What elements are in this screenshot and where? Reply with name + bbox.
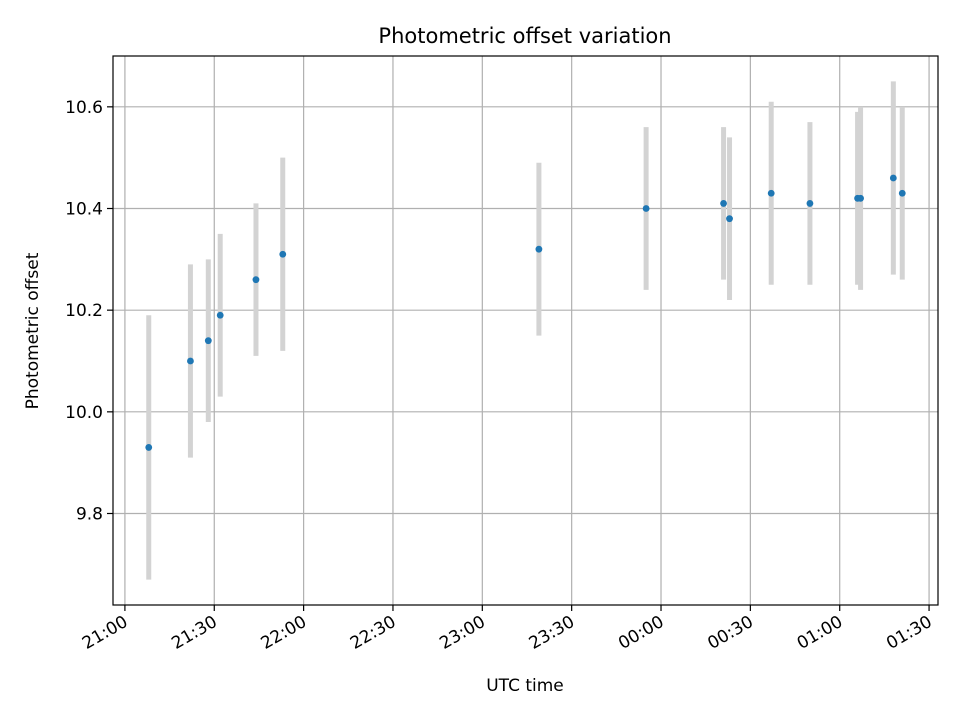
- data-point: [145, 444, 153, 451]
- data-point: [889, 174, 897, 182]
- x-axis-label: UTC time: [486, 676, 564, 696]
- data-point: [204, 337, 212, 345]
- y-axis-ticks: 9.8 10.0 10.2 10.4 10.6: [65, 98, 113, 525]
- data-point: [806, 200, 814, 207]
- chart-title: Photometric offset variation: [378, 24, 671, 48]
- data-point: [720, 200, 727, 207]
- data-point: [767, 189, 775, 197]
- y-tick-label: 10.4: [65, 200, 103, 220]
- y-tick-label: 9.8: [76, 505, 103, 525]
- y-axis-label: Photometric offset: [23, 252, 43, 409]
- data-point: [726, 215, 733, 223]
- data-point: [642, 205, 650, 212]
- data-point: [857, 194, 864, 202]
- data-point: [279, 250, 287, 258]
- data-point: [898, 189, 906, 197]
- data-point: [216, 311, 224, 319]
- plot-frame: [112, 55, 939, 606]
- data-point: [187, 357, 194, 365]
- y-tick-label: 10.0: [65, 403, 103, 423]
- data-point: [252, 276, 260, 284]
- y-tick-label: 10.2: [65, 301, 103, 321]
- data-points: [145, 174, 906, 451]
- grid-lines: [113, 56, 938, 605]
- y-tick-label: 10.6: [65, 98, 103, 118]
- data-point: [535, 245, 543, 253]
